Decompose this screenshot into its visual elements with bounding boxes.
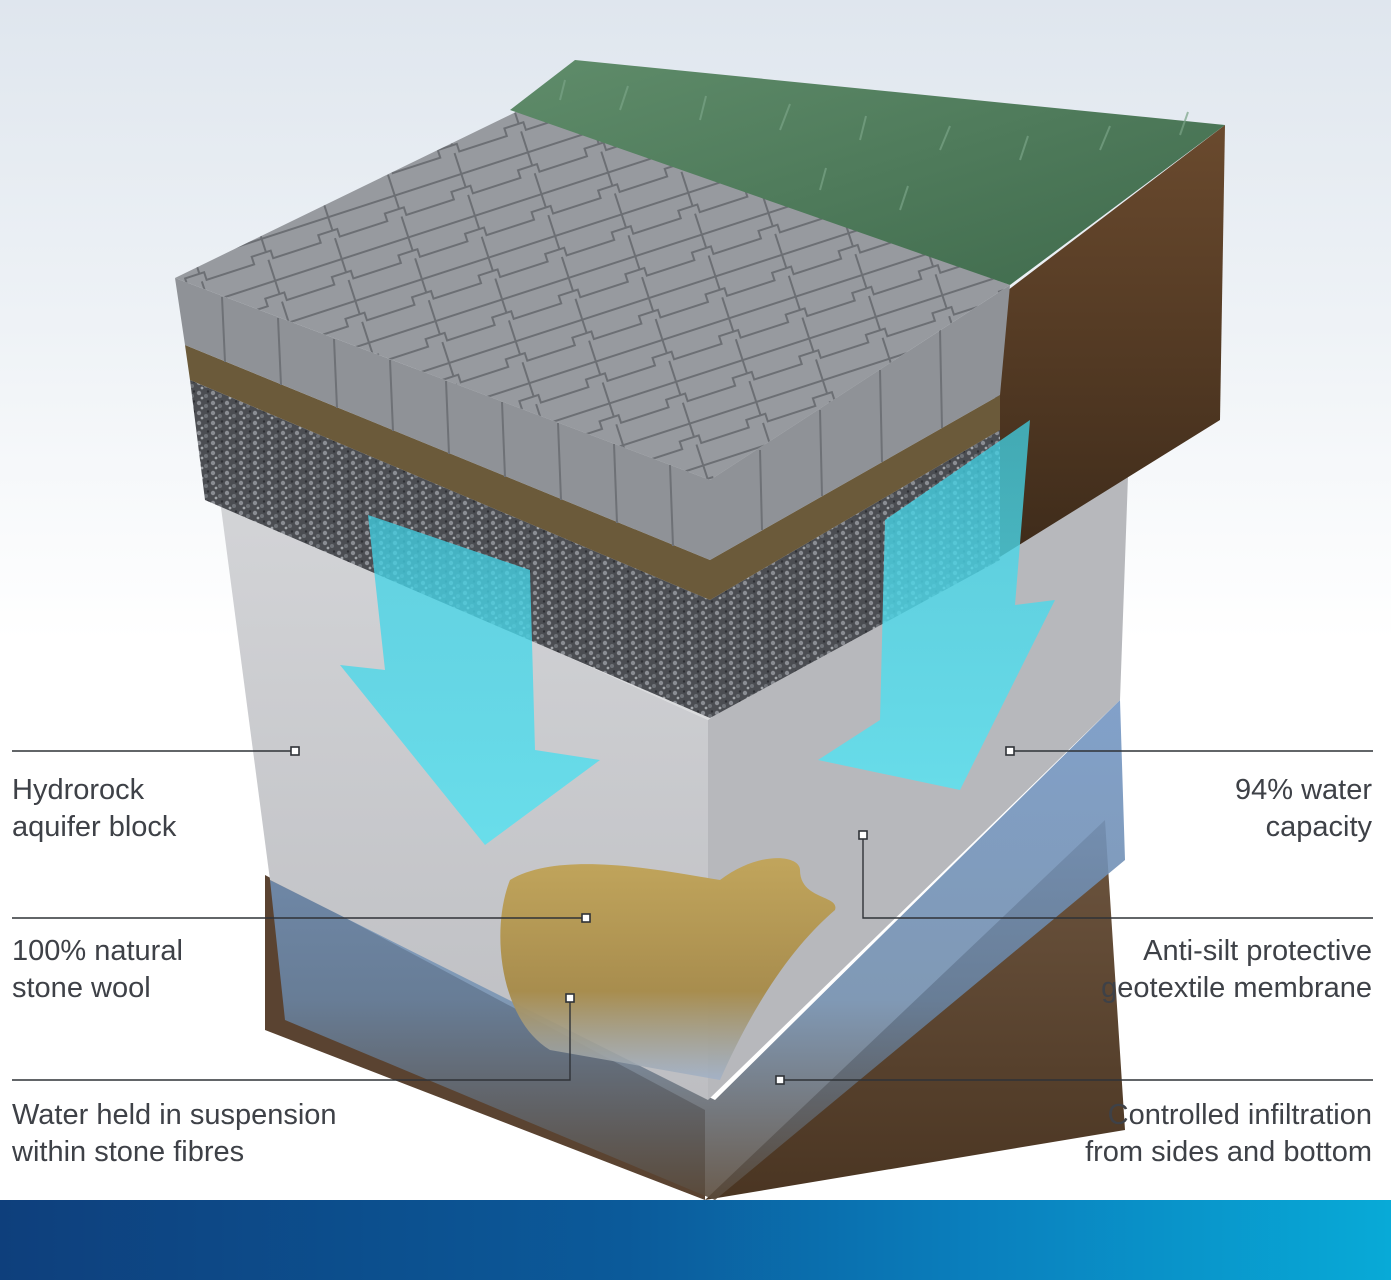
callout-line: Controlled infiltration [1107,1099,1372,1131]
square-marker-icon [290,746,300,756]
leader-lines [12,750,1373,1081]
callout-line: capacity [1265,811,1372,843]
callout-water-suspension: Water held in suspension within stone fi… [12,1097,337,1171]
callout-line: Water held in suspension [12,1099,337,1131]
callout-line: from sides and bottom [1085,1136,1372,1168]
gravel-layer [190,380,1000,718]
callout-line: stone wool [12,972,151,1004]
grass-soil-side [995,125,1225,560]
callout-water-capacity: 94% water capacity [1235,772,1372,846]
paving-top [175,110,1010,480]
callout-stone-wool: 100% natural stone wool [12,933,183,1007]
callout-line: 94% water [1234,774,1372,806]
callout-line: Hydrorock [12,774,145,806]
water-flow-arrow-icon [340,515,600,845]
square-marker-icon [1005,746,1015,756]
infiltration-zone [270,700,1125,1200]
callout-line: geotextile membrane [1101,972,1372,1004]
callout-line: within stone fibres [12,1136,245,1168]
paving-side [175,278,1010,560]
square-marker-icon [775,1075,785,1085]
square-marker-icon [858,830,868,840]
callout-line: aquifer block [12,811,177,843]
water-flow-arrow-icon [818,420,1055,790]
callout-aquifer-block: Hydrorock aquifer block [12,772,176,846]
callout-line: 100% natural [12,935,183,967]
grass-top [510,60,1225,285]
square-marker-icon [581,913,591,923]
callout-infiltration: Controlled infiltration from sides and b… [1085,1097,1372,1171]
square-marker-icon [565,993,575,1003]
bedding-sand-layer [185,345,1000,600]
footer-banner [0,1200,1391,1280]
callout-membrane: Anti-silt protective geotextile membrane [1101,933,1372,1007]
soil-base [265,820,1125,1200]
callout-line: Anti-silt protective [1143,935,1372,967]
